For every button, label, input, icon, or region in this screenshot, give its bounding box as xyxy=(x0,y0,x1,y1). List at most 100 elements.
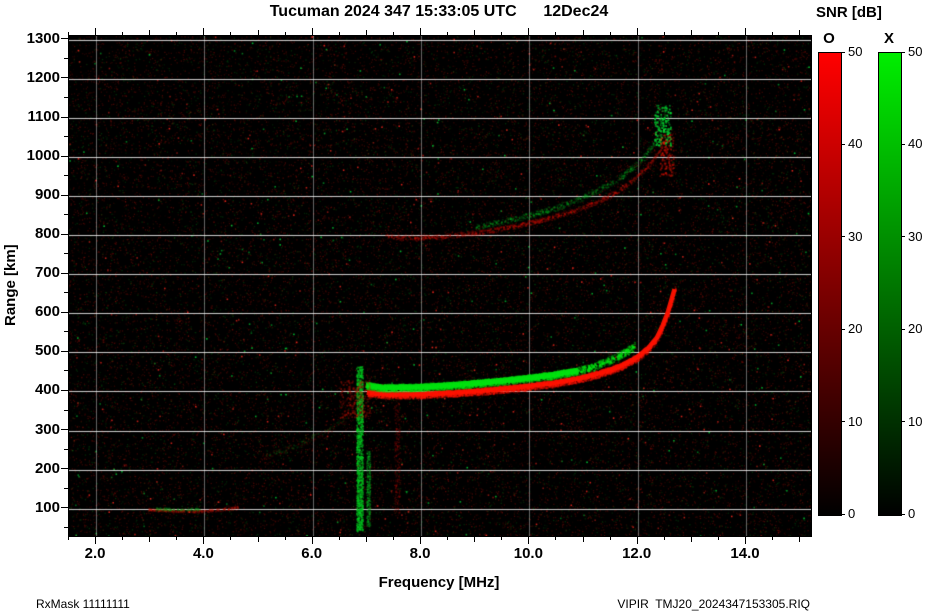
x-axis-tick-top xyxy=(176,32,178,35)
colorbar-tick xyxy=(841,143,845,145)
colorbar-tick-label: 50 xyxy=(848,44,863,59)
colorbar-tick xyxy=(841,236,845,238)
x-axis-tick-bottom xyxy=(149,537,151,542)
colorbar-x-gradient xyxy=(878,52,902,516)
x-axis-tick-top xyxy=(528,28,530,35)
x-axis-tick-bottom xyxy=(528,537,530,544)
y-tick-label: 800 xyxy=(34,225,60,243)
colorbar-tick-label: 40 xyxy=(908,136,923,152)
x-axis-tick-top xyxy=(68,32,69,35)
x-axis-tick-bottom xyxy=(95,537,97,544)
x-axis-tick-top xyxy=(230,32,232,35)
y-axis-minor-tick xyxy=(64,253,68,255)
x-axis-tick-top xyxy=(745,28,746,35)
x-axis-tick-bottom xyxy=(68,537,69,540)
x-axis-tick-bottom xyxy=(176,537,178,540)
y-axis-tick xyxy=(61,116,68,118)
y-axis-minor-tick xyxy=(64,175,68,177)
y-tick-label: 700 xyxy=(34,264,60,282)
x-axis-tick-bottom xyxy=(365,537,367,542)
colorbar-tick-label: 40 xyxy=(848,136,863,152)
x-axis-tick-bottom xyxy=(257,537,259,542)
x-axis-tick-top xyxy=(690,30,692,35)
y-axis-minor-tick xyxy=(64,214,68,216)
x-tick-label: 12.0 xyxy=(622,545,652,562)
x-axis-tick-bottom xyxy=(582,537,584,542)
colorbar-tick-label: 0 xyxy=(848,506,856,521)
colorbar-tick-label: 20 xyxy=(908,321,923,337)
y-axis-tick xyxy=(61,77,68,79)
x-axis-tick-top xyxy=(501,32,503,35)
x-axis-tick-top xyxy=(717,32,719,35)
y-tick-label: 100 xyxy=(34,498,60,516)
colorbar-title: SNR [dB] xyxy=(816,4,882,21)
colorbar-tick xyxy=(841,328,845,330)
x-axis-tick-bottom xyxy=(420,537,422,544)
x-axis-tick-bottom xyxy=(717,537,719,540)
x-axis-tick-top xyxy=(447,32,449,35)
x-axis-tick-top xyxy=(338,32,340,35)
y-axis-minor-tick xyxy=(64,409,68,411)
colorbar-tick-label: 50 xyxy=(908,44,923,59)
x-axis-tick-top xyxy=(555,32,557,35)
y-axis-title: Range [km] xyxy=(2,244,19,326)
colorbar-x-mode-label: X xyxy=(883,30,894,47)
x-axis-tick-top xyxy=(636,28,638,35)
source-file-label: VIPIR TMJ20_2024347153305.RIQ xyxy=(617,597,810,611)
y-axis-minor-tick xyxy=(64,331,68,333)
y-axis-tick xyxy=(61,194,68,196)
x-tick-label: 6.0 xyxy=(301,545,323,562)
y-tick-label: 500 xyxy=(34,342,60,360)
y-axis-minor-tick xyxy=(64,136,68,138)
x-axis-tick-top xyxy=(609,32,611,35)
x-axis-tick-bottom xyxy=(203,537,205,544)
colorbar-tick-label: 30 xyxy=(848,228,863,244)
y-axis-tick xyxy=(61,311,68,313)
x-axis-tick-top xyxy=(365,30,367,35)
x-axis-tick-bottom xyxy=(447,537,449,540)
x-axis-tick-bottom xyxy=(799,537,801,542)
y-axis-tick xyxy=(61,155,68,157)
x-axis-tick-bottom xyxy=(338,537,340,540)
x-tick-label: 14.0 xyxy=(730,545,760,562)
colorbar-tick-label: 10 xyxy=(908,413,923,429)
x-axis-tick-top xyxy=(582,30,584,35)
x-tick-label: 10.0 xyxy=(513,545,543,562)
x-axis-tick-bottom xyxy=(663,537,665,540)
x-axis-tick-top xyxy=(95,28,97,35)
x-axis-tick-top xyxy=(474,30,476,35)
colorbar-tick xyxy=(841,513,845,515)
colorbar-tick-label: 20 xyxy=(848,321,863,337)
x-axis-tick-top xyxy=(311,28,313,35)
x-axis-tick-bottom xyxy=(609,537,611,540)
x-tick-label: 4.0 xyxy=(192,545,214,562)
x-axis-tick-bottom xyxy=(474,537,476,542)
x-axis-tick-top xyxy=(772,32,774,35)
y-axis-tick xyxy=(61,507,68,509)
x-axis-tick-bottom xyxy=(392,537,394,540)
colorbar-tick xyxy=(901,421,905,423)
y-axis-tick xyxy=(61,468,68,470)
x-tick-label: 2.0 xyxy=(84,545,106,562)
plot-title: Tucuman 2024 347 15:33:05 UTC 12Dec24 xyxy=(269,3,609,20)
x-axis-tick-top xyxy=(203,28,205,35)
y-axis-minor-tick xyxy=(64,448,68,450)
x-axis-tick-top xyxy=(257,30,259,35)
colorbar-tick xyxy=(901,328,905,330)
y-tick-label: 900 xyxy=(34,186,60,204)
x-axis-tick-top xyxy=(149,30,151,35)
x-axis-tick-top xyxy=(122,32,124,35)
colorbar-tick xyxy=(901,51,905,53)
y-axis-minor-tick xyxy=(64,292,68,294)
x-axis-tick-top xyxy=(420,28,422,35)
y-tick-label: 1300 xyxy=(26,29,60,47)
y-axis-minor-tick xyxy=(64,57,68,59)
colorbar-tick-label: 0 xyxy=(908,506,916,521)
y-axis-tick xyxy=(61,38,68,40)
colorbar-o-mode-label: O xyxy=(823,30,835,47)
y-axis-minor-tick xyxy=(64,370,68,372)
x-axis-tick-top xyxy=(663,32,665,35)
x-axis-tick-top xyxy=(284,32,286,35)
x-axis-tick-bottom xyxy=(501,537,503,540)
